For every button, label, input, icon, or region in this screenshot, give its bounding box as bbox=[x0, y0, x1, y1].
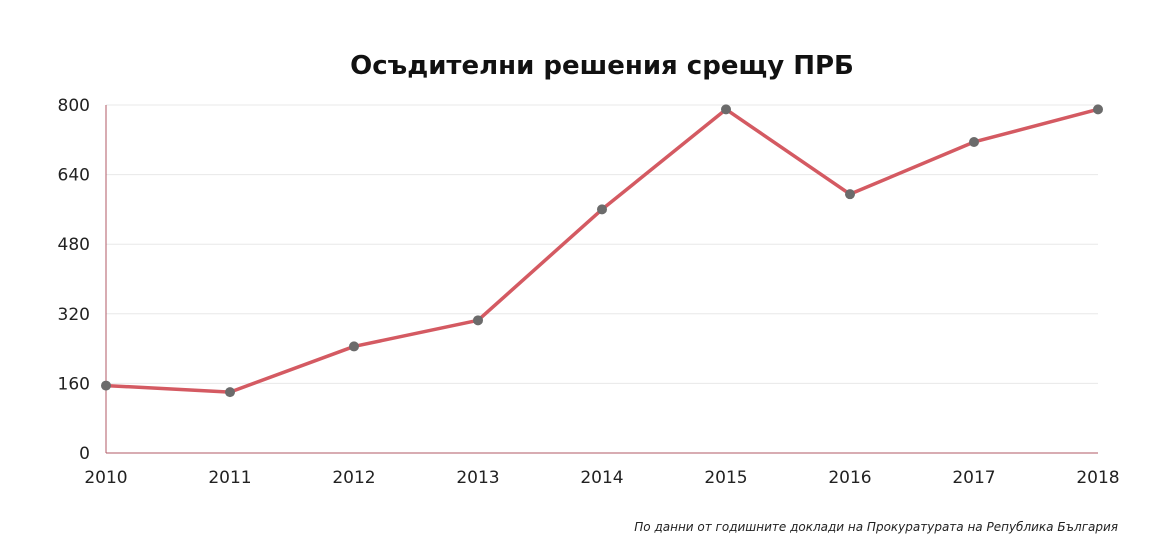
series-line bbox=[104, 107, 1100, 394]
y-axis-ticks: 0 160 320 480 640 800 bbox=[58, 96, 90, 464]
data-points bbox=[101, 104, 1103, 398]
x-tick-label: 2013 bbox=[456, 468, 499, 488]
data-point bbox=[101, 380, 111, 391]
y-tick-label: 0 bbox=[79, 444, 90, 464]
data-point bbox=[1093, 104, 1103, 115]
x-tick-label: 2010 bbox=[84, 468, 127, 488]
data-point bbox=[969, 136, 979, 147]
x-tick-label: 2017 bbox=[952, 468, 995, 488]
x-tick-label: 2012 bbox=[332, 468, 375, 488]
x-tick-label: 2018 bbox=[1076, 468, 1119, 488]
y-tick-label: 320 bbox=[58, 305, 90, 325]
x-tick-label: 2011 bbox=[208, 468, 251, 488]
x-tick-label: 2014 bbox=[580, 468, 623, 488]
x-tick-label: 2015 bbox=[704, 468, 747, 488]
x-axis-ticks: 2010 2011 2012 2013 2014 2015 2016 2017 2018 bbox=[84, 468, 1119, 488]
y-tick-label: 640 bbox=[58, 166, 90, 186]
data-point bbox=[597, 204, 607, 215]
data-point bbox=[349, 341, 359, 352]
y-tick-label: 160 bbox=[58, 374, 90, 394]
data-point bbox=[473, 315, 483, 326]
data-point bbox=[845, 189, 855, 200]
chart-title: Осъдителни решения срещу ПРБ bbox=[350, 51, 854, 81]
data-point bbox=[721, 104, 731, 115]
source-note: По данни от годишните доклади на Прокура… bbox=[634, 520, 1118, 534]
y-tick-label: 480 bbox=[58, 235, 90, 255]
data-point bbox=[225, 387, 235, 398]
x-tick-label: 2016 bbox=[828, 468, 871, 488]
y-tick-label: 800 bbox=[58, 96, 90, 116]
gridlines bbox=[106, 104, 1098, 384]
